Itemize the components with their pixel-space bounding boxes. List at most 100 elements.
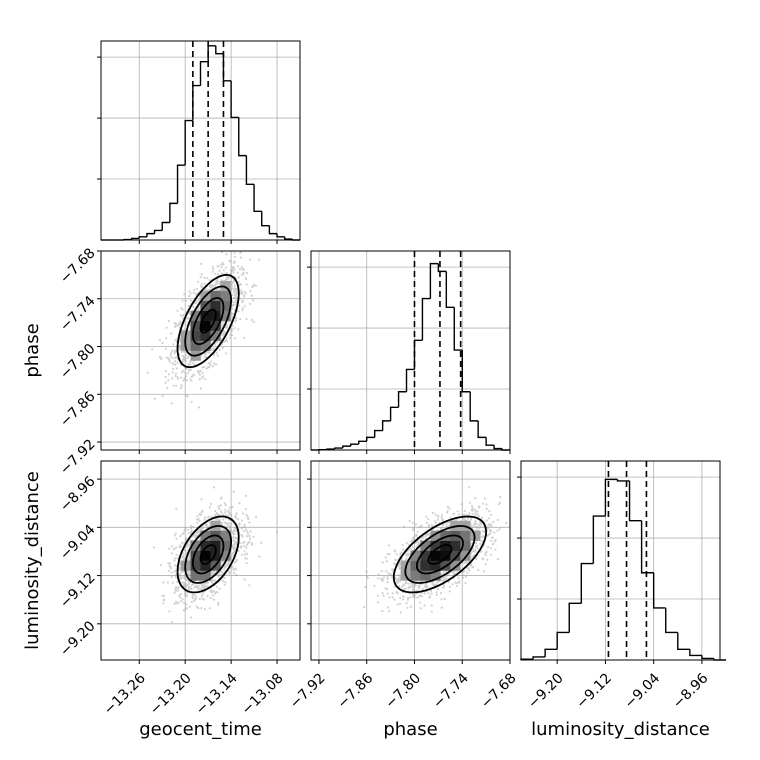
hist-bin [130,237,140,240]
density-cell [190,550,201,561]
hist-bin [677,632,690,650]
hist-bin [652,572,666,609]
hist-bin [215,45,224,55]
hist-bin [413,339,423,370]
density-cell [200,330,211,341]
hist-bin [146,232,155,237]
density-cell [220,280,231,292]
contour-level-2 [192,297,225,345]
density-cell [200,560,211,571]
hist-bg [521,461,720,660]
hist-bin [429,262,439,299]
density-cell [210,550,221,561]
density-cell [190,540,201,551]
density-cell [460,550,471,561]
density-cell [220,530,231,541]
hist-bin [261,211,270,227]
density-cell [430,530,441,541]
hist-bin [342,445,351,449]
hist-bin [276,233,285,238]
hist-bin [373,429,383,438]
hist-bin [461,350,471,393]
contour-level-3 [404,525,476,584]
density-cell [190,340,201,351]
density-cell [220,550,231,561]
density-cell [450,560,461,571]
density-cell [440,550,451,561]
hist-bin [493,445,503,450]
density-cell [430,540,441,551]
density-cell [190,310,201,321]
panel-frame [100,460,301,661]
hist-bin [604,478,618,517]
density-cell [200,320,211,331]
density-cell [190,330,201,341]
hist-bin [469,391,479,422]
hist-bin [445,271,455,309]
hist-frame [520,460,721,661]
hist-bin [640,520,654,574]
hist-bin [405,368,415,392]
density-cell [430,570,441,581]
hist-bin [153,229,163,234]
hist-bin [616,479,630,482]
contour-level-1 [199,544,217,565]
hist-bin [238,117,247,157]
density-cell [190,560,201,571]
y-axis-label-luminosity_distance: luminosity_distance [22,471,43,650]
density-cell [220,290,231,302]
contour-level-2 [416,534,464,575]
hist-bin [592,515,606,564]
contour-level-1 [199,308,217,334]
x-axis-label-geocent_time: geocent_time [139,719,262,740]
hist-bin [628,480,642,522]
density-cell [200,550,211,561]
panel-2d-geocent_time-phase [97,250,300,454]
hist-bin [253,184,262,213]
hist-bin [161,221,170,231]
hist-bin [580,562,594,604]
hist-bin [485,437,495,446]
hist-bin [437,263,447,273]
density-cell [410,550,421,561]
hist-bin [245,155,255,185]
hist-bin [184,119,193,166]
density-cell [420,540,431,551]
panel-frame [100,250,301,451]
density-cell [210,540,221,551]
x-axis-label-phase: phase [383,719,437,740]
hist-bin [397,391,407,408]
density-cell [190,320,201,331]
hist-bin [283,236,293,240]
hist-bin [230,80,239,119]
hist-bin [665,607,678,634]
hist-bin [568,602,582,633]
contour-level-1 [427,544,453,565]
hist-bin [350,443,359,447]
density-cell [430,560,441,571]
density-cell [460,540,471,551]
density-cell [220,310,231,321]
density-cell [440,530,451,541]
density-cell [200,530,211,541]
hist-bin [421,297,431,341]
density-cell [210,330,221,341]
hist-bin [544,648,558,657]
density-cell [410,570,421,581]
contour-level-4 [176,273,240,369]
hist-frame [100,40,301,241]
hist-bin [453,307,463,351]
hist-panel-phase [307,251,511,454]
hist-panel-geocent_time [97,41,300,244]
density-cell [220,540,231,551]
panel-frame [310,460,511,661]
density-cell [210,290,221,302]
hist-bin [556,631,570,650]
hist-bin [477,420,487,439]
hist-bin [532,656,546,660]
density-cell [420,570,431,581]
hist-panel-luminosity_distance [517,461,727,664]
density-cell [190,570,201,581]
hist-bin [169,202,178,223]
